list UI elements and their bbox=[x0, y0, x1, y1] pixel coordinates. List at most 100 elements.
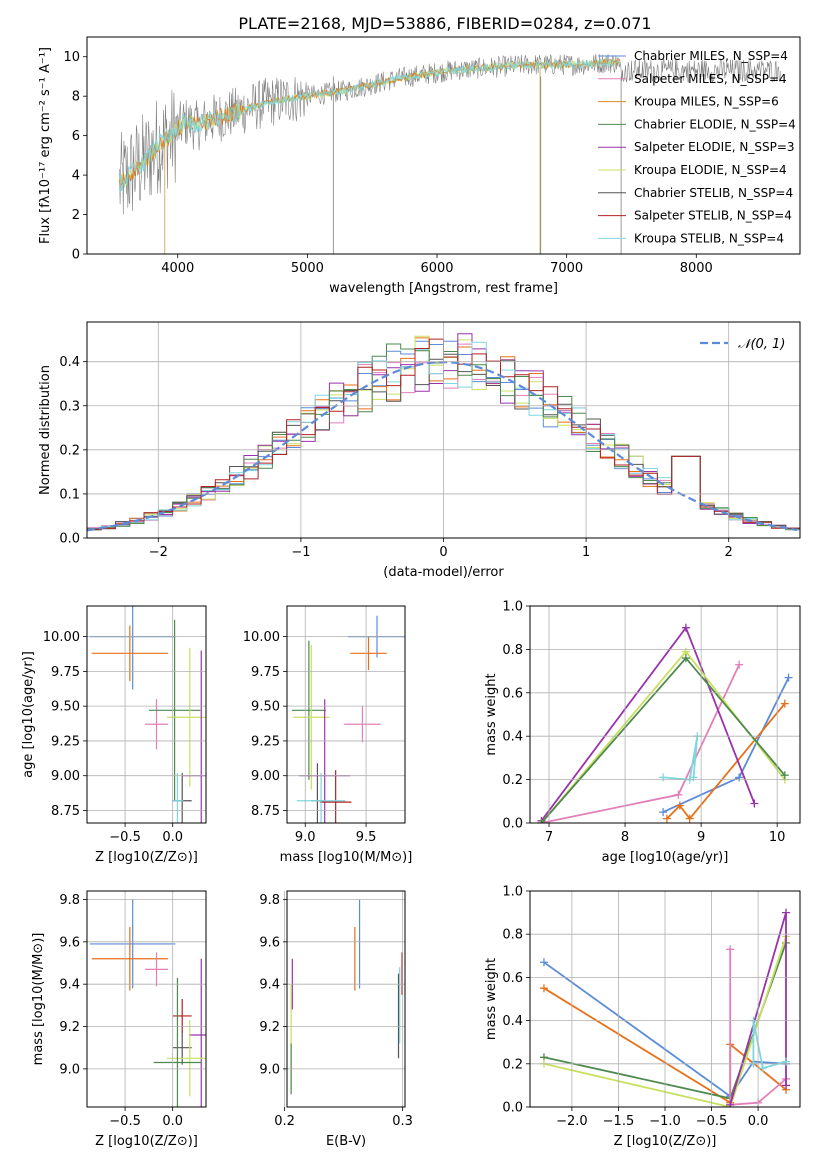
error-bar-point bbox=[148, 619, 201, 801]
error-bar-point bbox=[319, 770, 352, 823]
y-tick-label: 9.75 bbox=[251, 665, 280, 680]
weight-point-marker bbox=[780, 699, 789, 708]
residual-legend: 𝒩(0, 1) bbox=[700, 337, 785, 352]
y-tick-label: 9.4 bbox=[259, 978, 280, 993]
legend-entry: Chabrier STELIB, N_SSP=4 bbox=[634, 186, 793, 200]
x-tick-label: −0.5 bbox=[696, 1114, 728, 1129]
x-tick-label: 2 bbox=[725, 545, 733, 560]
x-tick-label: 0 bbox=[439, 545, 447, 560]
weight-point-marker bbox=[675, 801, 684, 810]
axes-residuals: −2 −1 0 1 2 0.0 0.1 0.2 0.3 0.4 (data-model)/error… bbox=[38, 321, 801, 580]
y-tick-label: 4 bbox=[72, 169, 80, 184]
model-spectrum-line bbox=[119, 58, 621, 192]
x-tick-label: 10 bbox=[769, 830, 786, 845]
weight-point-marker bbox=[758, 1064, 767, 1073]
y-axis-label: mass [log10(M/M⊙)] bbox=[31, 933, 46, 1066]
spectrum-legend: Chabrier MILES, N_SSP=4 Salpeter MILES, N… bbox=[598, 49, 796, 245]
y-tick-label: 1.0 bbox=[502, 600, 523, 615]
x-tick-label: 7 bbox=[545, 830, 553, 845]
y-tick-label: 0.0 bbox=[59, 532, 80, 547]
plot-area-spectrum bbox=[118, 53, 781, 254]
weight-series-line bbox=[663, 736, 699, 781]
weight-point-marker bbox=[659, 773, 668, 782]
axes-frame bbox=[286, 605, 406, 824]
x-axis-label: Z [log10(Z/Z⊙)] bbox=[614, 1134, 717, 1149]
legend-entry: Kroupa ELODIE, N_SSP=4 bbox=[634, 163, 787, 177]
y-axis-label: mass weight bbox=[484, 958, 499, 1040]
x-tick-label: 7000 bbox=[550, 261, 583, 276]
legend-entry: Kroupa STELIB, N_SSP=4 bbox=[634, 231, 784, 245]
weight-point-marker bbox=[659, 808, 668, 817]
x-tick-label: −2.0 bbox=[556, 1114, 588, 1129]
axes-frame bbox=[529, 890, 801, 1108]
y-tick-label: 0.8 bbox=[502, 643, 523, 658]
y-tick-label: 8.75 bbox=[251, 804, 280, 819]
legend-entry: Salpeter ELODIE, N_SSP=3 bbox=[634, 140, 795, 154]
x-tick-label: 8 bbox=[621, 830, 629, 845]
weight-series-line bbox=[543, 936, 787, 1107]
weight-point-marker bbox=[681, 654, 690, 663]
y-tick-label: 9.0 bbox=[259, 1062, 280, 1077]
axes-frame bbox=[529, 605, 801, 824]
y-tick-label: 0.0 bbox=[502, 1101, 523, 1116]
x-axis-label: age [log10(age/yr)] bbox=[602, 850, 729, 865]
error-bar-point bbox=[91, 927, 168, 991]
figure-title: PLATE=2168, MJD=53886, FIBERID=0284, z=0… bbox=[238, 14, 651, 33]
legend-entry: Salpeter MILES, N_SSP=4 bbox=[634, 72, 787, 86]
x-axis-label: wavelength [Angstrom, rest frame] bbox=[329, 281, 558, 296]
weight-point-marker bbox=[780, 771, 789, 780]
y-axis-label: mass weight bbox=[484, 673, 499, 755]
weight-series-line bbox=[543, 961, 787, 1098]
x-axis-label: Z [log10(Z/Z⊙)] bbox=[95, 850, 198, 865]
x-tick-label: 0.0 bbox=[162, 830, 183, 845]
weight-point-marker bbox=[735, 773, 744, 782]
x-tick-label: 0.0 bbox=[748, 1114, 769, 1129]
weight-point-marker bbox=[782, 1057, 791, 1066]
weight-point-marker bbox=[782, 908, 791, 917]
legend-entry: Chabrier ELODIE, N_SSP=4 bbox=[634, 117, 796, 131]
error-bar-point bbox=[291, 640, 326, 780]
weight-series-line bbox=[662, 677, 790, 813]
y-axis-label: Flux [fλ10⁻¹⁷ erg cm⁻² s⁻¹ A⁻¹] bbox=[38, 47, 53, 244]
x-tick-label: 8000 bbox=[680, 261, 713, 276]
y-tick-label: 9.25 bbox=[51, 734, 80, 749]
y-tick-label: 10.00 bbox=[43, 630, 80, 645]
error-bar-point bbox=[172, 999, 192, 1033]
axes-spectrum: 4000 5000 6000 7000 8000 0 2 4 6 8 10 wavelength [A… bbox=[38, 36, 801, 296]
axes-age_vs_mass: 9.0 9.5 8.75 9.00 9.25 9.50 9.75 10.00 mass [log… bbox=[243, 605, 412, 865]
x-tick-label: −1.0 bbox=[649, 1114, 681, 1129]
axes-mass_vs_Z: −0.5 0.0 9.0 9.2 9.4 9.6 9.8 Z [log10(Z/Z⊙)] mas… bbox=[31, 890, 207, 1149]
weight-point-marker bbox=[681, 623, 690, 632]
weight-point-marker bbox=[685, 814, 694, 823]
x-tick-label: −0.5 bbox=[109, 830, 141, 845]
plot-area-age_vs_mass bbox=[291, 615, 405, 823]
y-tick-label: 0.2 bbox=[59, 443, 80, 458]
weight-point-marker bbox=[539, 958, 548, 967]
axes-frame bbox=[86, 321, 801, 539]
x-tick-label: −1 bbox=[291, 545, 310, 560]
error-bar-point bbox=[89, 899, 176, 989]
y-tick-label: 9.6 bbox=[259, 935, 280, 950]
weight-point-marker bbox=[539, 984, 548, 993]
x-tick-label: −1.5 bbox=[603, 1114, 635, 1129]
y-tick-label: 9.50 bbox=[51, 700, 80, 715]
error-bar-point bbox=[166, 1020, 206, 1097]
weight-point-marker bbox=[782, 1081, 791, 1090]
y-tick-label: 8.75 bbox=[51, 804, 80, 819]
y-tick-label: 0.0 bbox=[502, 817, 523, 832]
error-bar-point bbox=[145, 699, 168, 750]
y-tick-label: 2 bbox=[72, 208, 80, 223]
y-tick-label: 9.00 bbox=[251, 769, 280, 784]
y-tick-label: 10 bbox=[63, 50, 80, 65]
y-axis-label: Normed distribution bbox=[38, 365, 53, 495]
weight-point-marker bbox=[784, 673, 793, 682]
axes-mass_vs_ebv: 0.2 0.3 9.0 9.2 9.4 9.6 9.8 E(B-V) bbox=[259, 890, 413, 1149]
y-tick-label: 0.6 bbox=[502, 686, 523, 701]
y-tick-label: 0.4 bbox=[59, 355, 80, 370]
x-tick-label: 0.0 bbox=[162, 1114, 183, 1129]
y-tick-label: 0.6 bbox=[502, 971, 523, 986]
x-tick-label: −2 bbox=[149, 545, 168, 560]
x-axis-label: Z [log10(Z/Z⊙)] bbox=[95, 1134, 198, 1149]
error-bar-point bbox=[293, 644, 330, 790]
